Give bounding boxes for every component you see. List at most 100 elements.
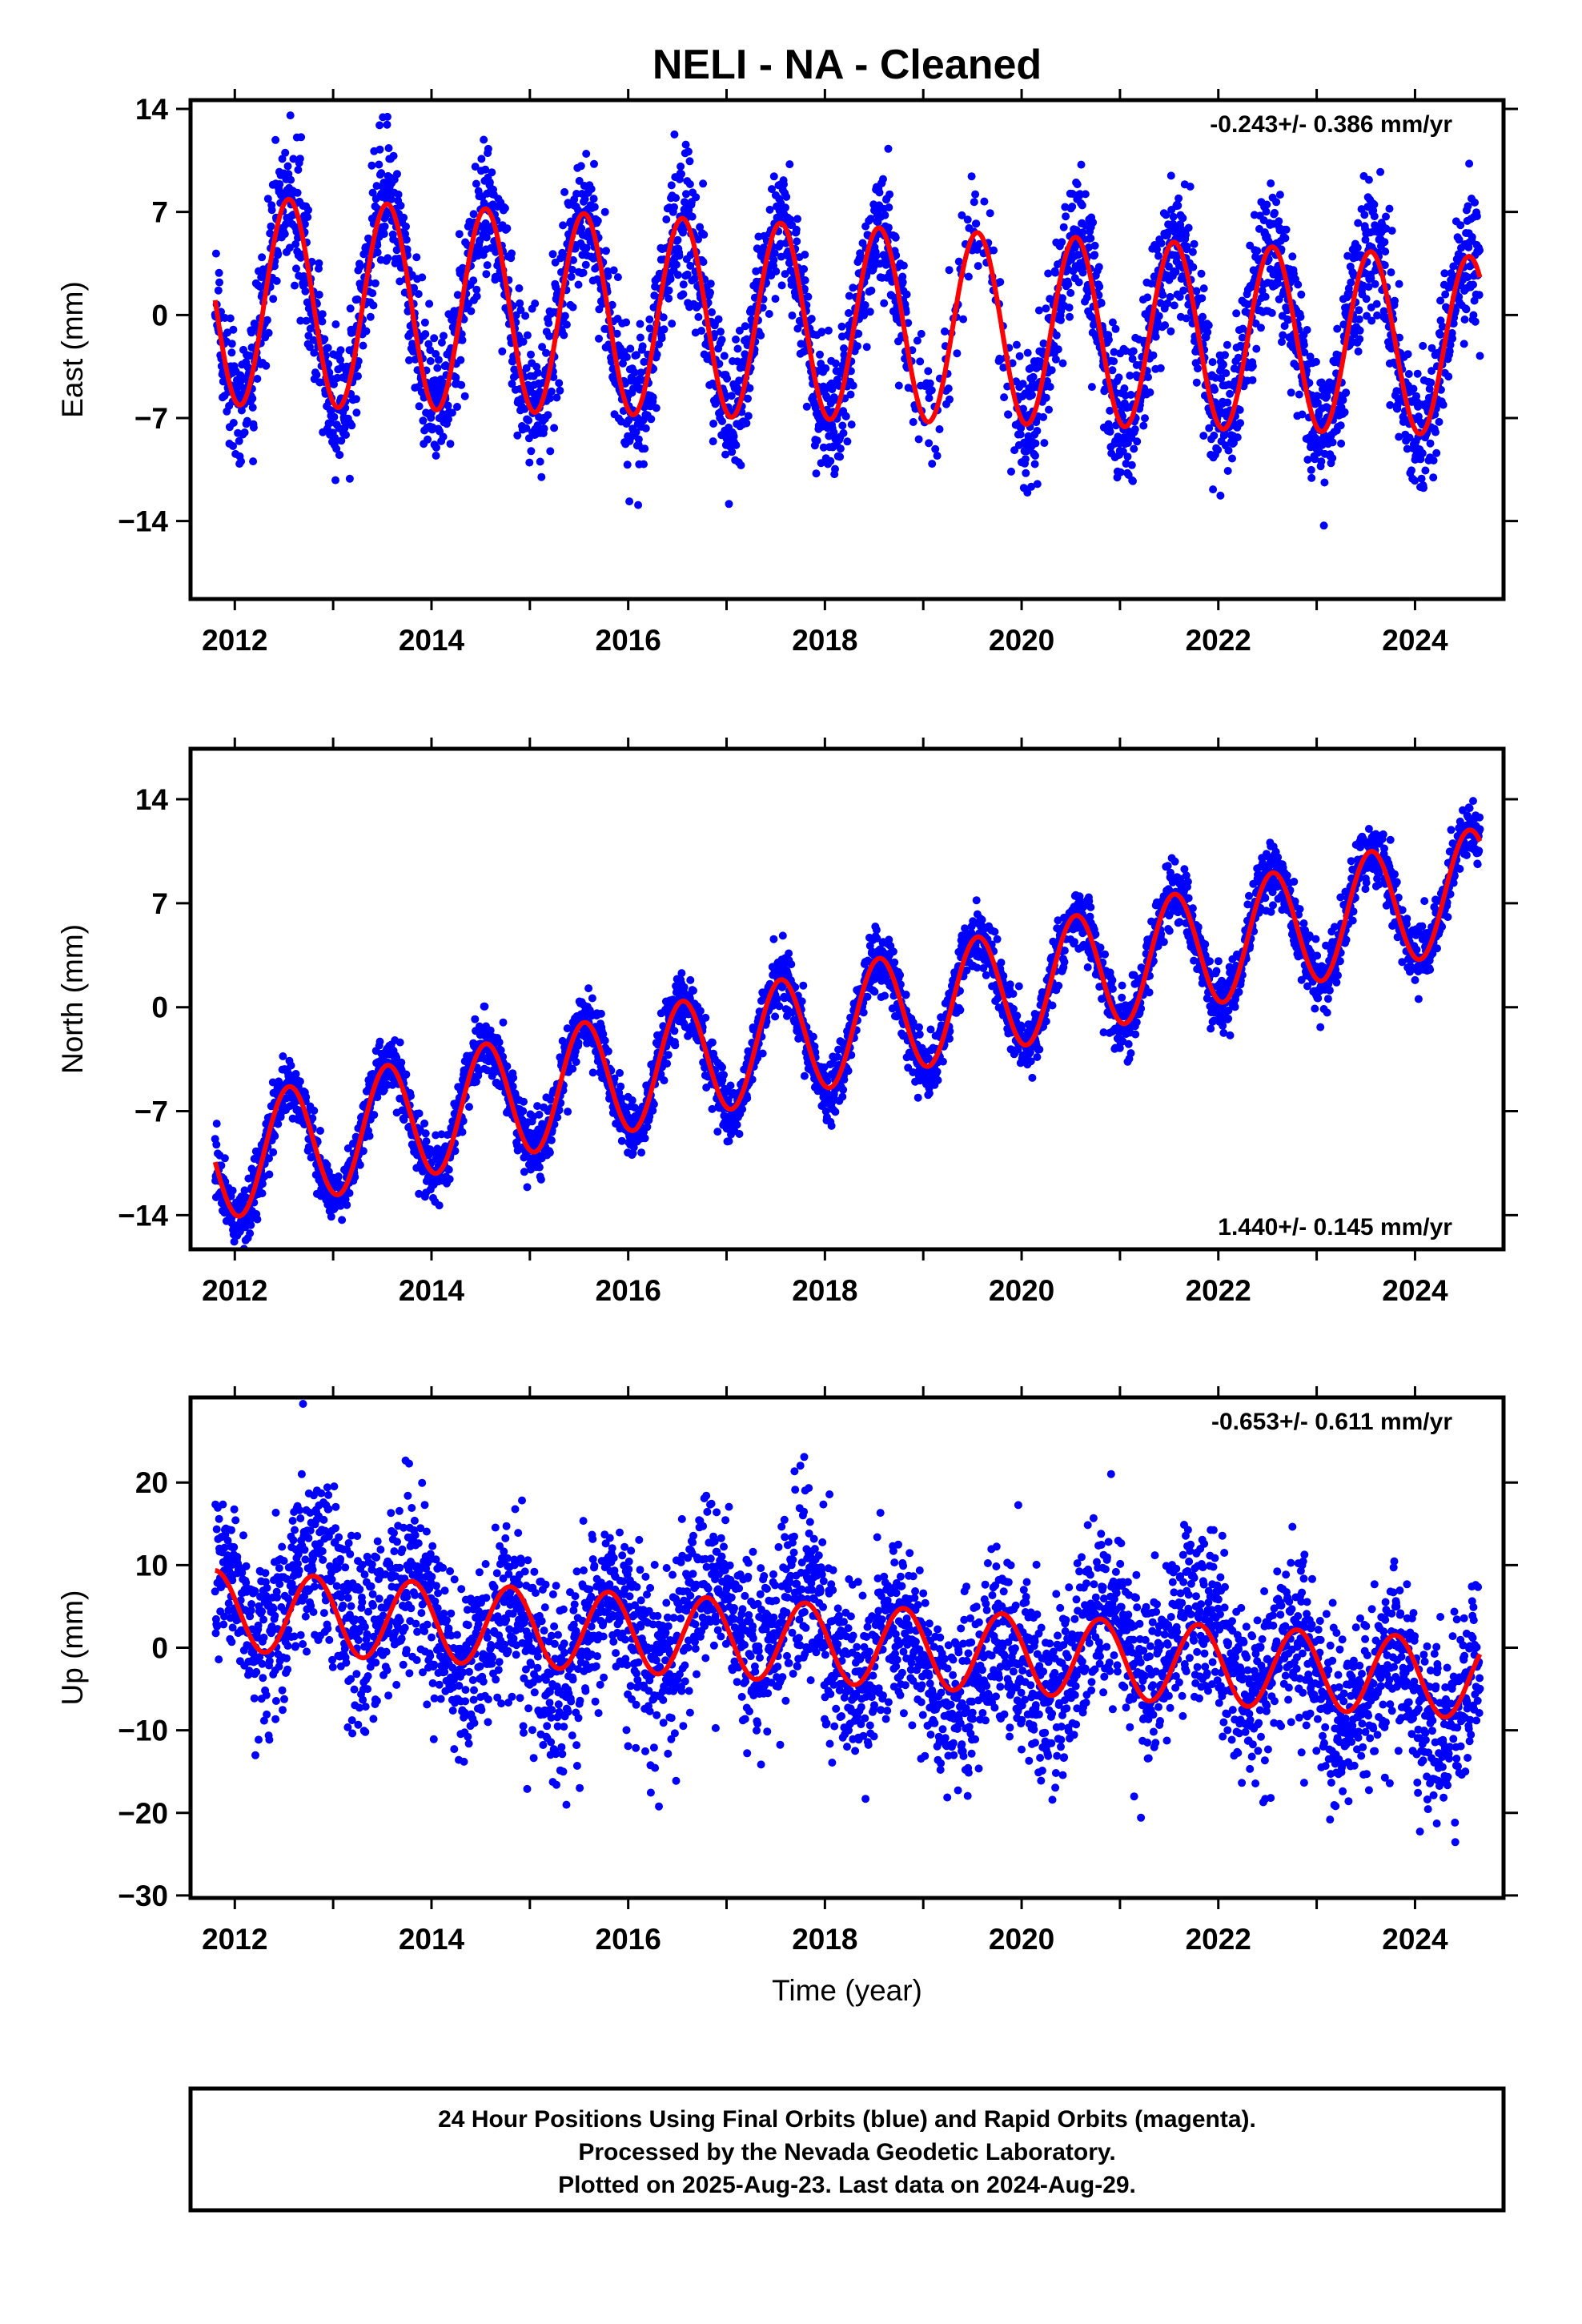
data-point — [426, 346, 435, 355]
data-point — [1116, 468, 1125, 476]
data-point — [1199, 312, 1207, 321]
data-point — [367, 161, 376, 170]
data-point — [668, 320, 677, 328]
data-point — [1355, 335, 1364, 344]
data-point — [320, 335, 329, 344]
data-point — [1126, 372, 1134, 380]
data-point — [1027, 482, 1036, 491]
data-point — [569, 255, 577, 264]
data-point — [588, 994, 596, 1003]
data-point — [954, 257, 963, 266]
data-point — [1444, 372, 1453, 381]
data-point — [1412, 392, 1421, 400]
data-point — [884, 144, 893, 153]
data-point — [682, 190, 690, 199]
data-point — [959, 315, 968, 324]
panel-east: 2012 2014 2016 2018 2020 2022 20241470−7−14Eas… — [56, 89, 1518, 657]
data-point — [804, 292, 813, 301]
data-point — [368, 289, 377, 298]
data-point — [1123, 452, 1132, 461]
data-point — [1066, 312, 1074, 321]
data-point — [696, 223, 705, 231]
rate-annotation: -0.243+/- 0.386 mm/yr — [1210, 111, 1452, 138]
data-point — [1373, 311, 1382, 320]
data-point — [741, 322, 749, 331]
data-point — [1282, 225, 1291, 234]
data-point — [263, 195, 272, 203]
data-point — [609, 266, 618, 275]
data-point — [1154, 251, 1162, 260]
data-point — [866, 215, 875, 223]
data-point — [1106, 406, 1114, 415]
data-point — [1182, 242, 1191, 251]
data-point — [300, 219, 309, 228]
data-point — [1016, 430, 1025, 439]
data-point — [769, 172, 778, 181]
data-point — [881, 260, 890, 269]
data-point — [1431, 428, 1439, 436]
data-point — [1367, 316, 1376, 325]
data-point — [636, 333, 644, 342]
data-point — [1339, 320, 1348, 329]
data-point — [655, 340, 663, 348]
data-point — [595, 334, 603, 343]
data-point — [1288, 252, 1297, 261]
data-point — [396, 201, 405, 210]
data-point — [465, 1103, 473, 1112]
data-point — [1077, 160, 1086, 169]
data-point — [887, 292, 896, 300]
data-point — [323, 344, 332, 352]
data-point — [1174, 194, 1183, 203]
data-point — [521, 312, 530, 320]
data-point — [217, 1161, 226, 1170]
data-point — [1110, 357, 1118, 366]
data-point — [926, 379, 934, 388]
data-point — [684, 147, 693, 156]
data-point — [331, 476, 339, 485]
data-point — [1004, 410, 1013, 419]
data-point — [717, 336, 726, 344]
data-point — [444, 1165, 453, 1174]
data-point — [306, 343, 314, 352]
data-point — [1413, 369, 1422, 378]
data-point — [699, 258, 708, 267]
data-point — [694, 235, 702, 243]
data-point — [278, 155, 287, 163]
data-point — [542, 348, 550, 357]
data-point — [567, 272, 576, 281]
data-point — [582, 243, 591, 252]
data-point — [315, 291, 323, 299]
data-point — [670, 130, 679, 139]
data-point — [331, 437, 339, 446]
points-north — [211, 797, 1484, 1249]
data-point — [396, 1038, 404, 1047]
data-point — [1090, 251, 1099, 259]
data-point — [1166, 171, 1175, 180]
data-point — [1179, 286, 1188, 295]
data-point — [212, 1120, 221, 1128]
data-point — [372, 182, 381, 191]
data-point — [769, 255, 778, 264]
data-point — [593, 216, 602, 225]
data-point — [498, 347, 507, 356]
data-point — [1235, 405, 1244, 414]
data-point — [721, 450, 730, 459]
data-point — [1222, 369, 1231, 377]
data-point — [491, 272, 500, 281]
data-point — [1296, 312, 1305, 321]
data-point — [946, 395, 954, 404]
data-point — [1355, 326, 1364, 335]
data-point — [248, 403, 257, 412]
data-point — [1058, 294, 1066, 303]
data-point — [1429, 473, 1438, 482]
data-point — [953, 349, 962, 358]
data-point — [352, 408, 361, 417]
data-point — [602, 247, 610, 255]
data-point — [228, 1186, 237, 1195]
data-point — [1224, 446, 1233, 455]
data-point — [1263, 200, 1271, 209]
data-point — [1073, 180, 1082, 189]
data-point — [588, 1068, 597, 1077]
data-point — [672, 194, 681, 203]
data-point — [1411, 476, 1419, 485]
